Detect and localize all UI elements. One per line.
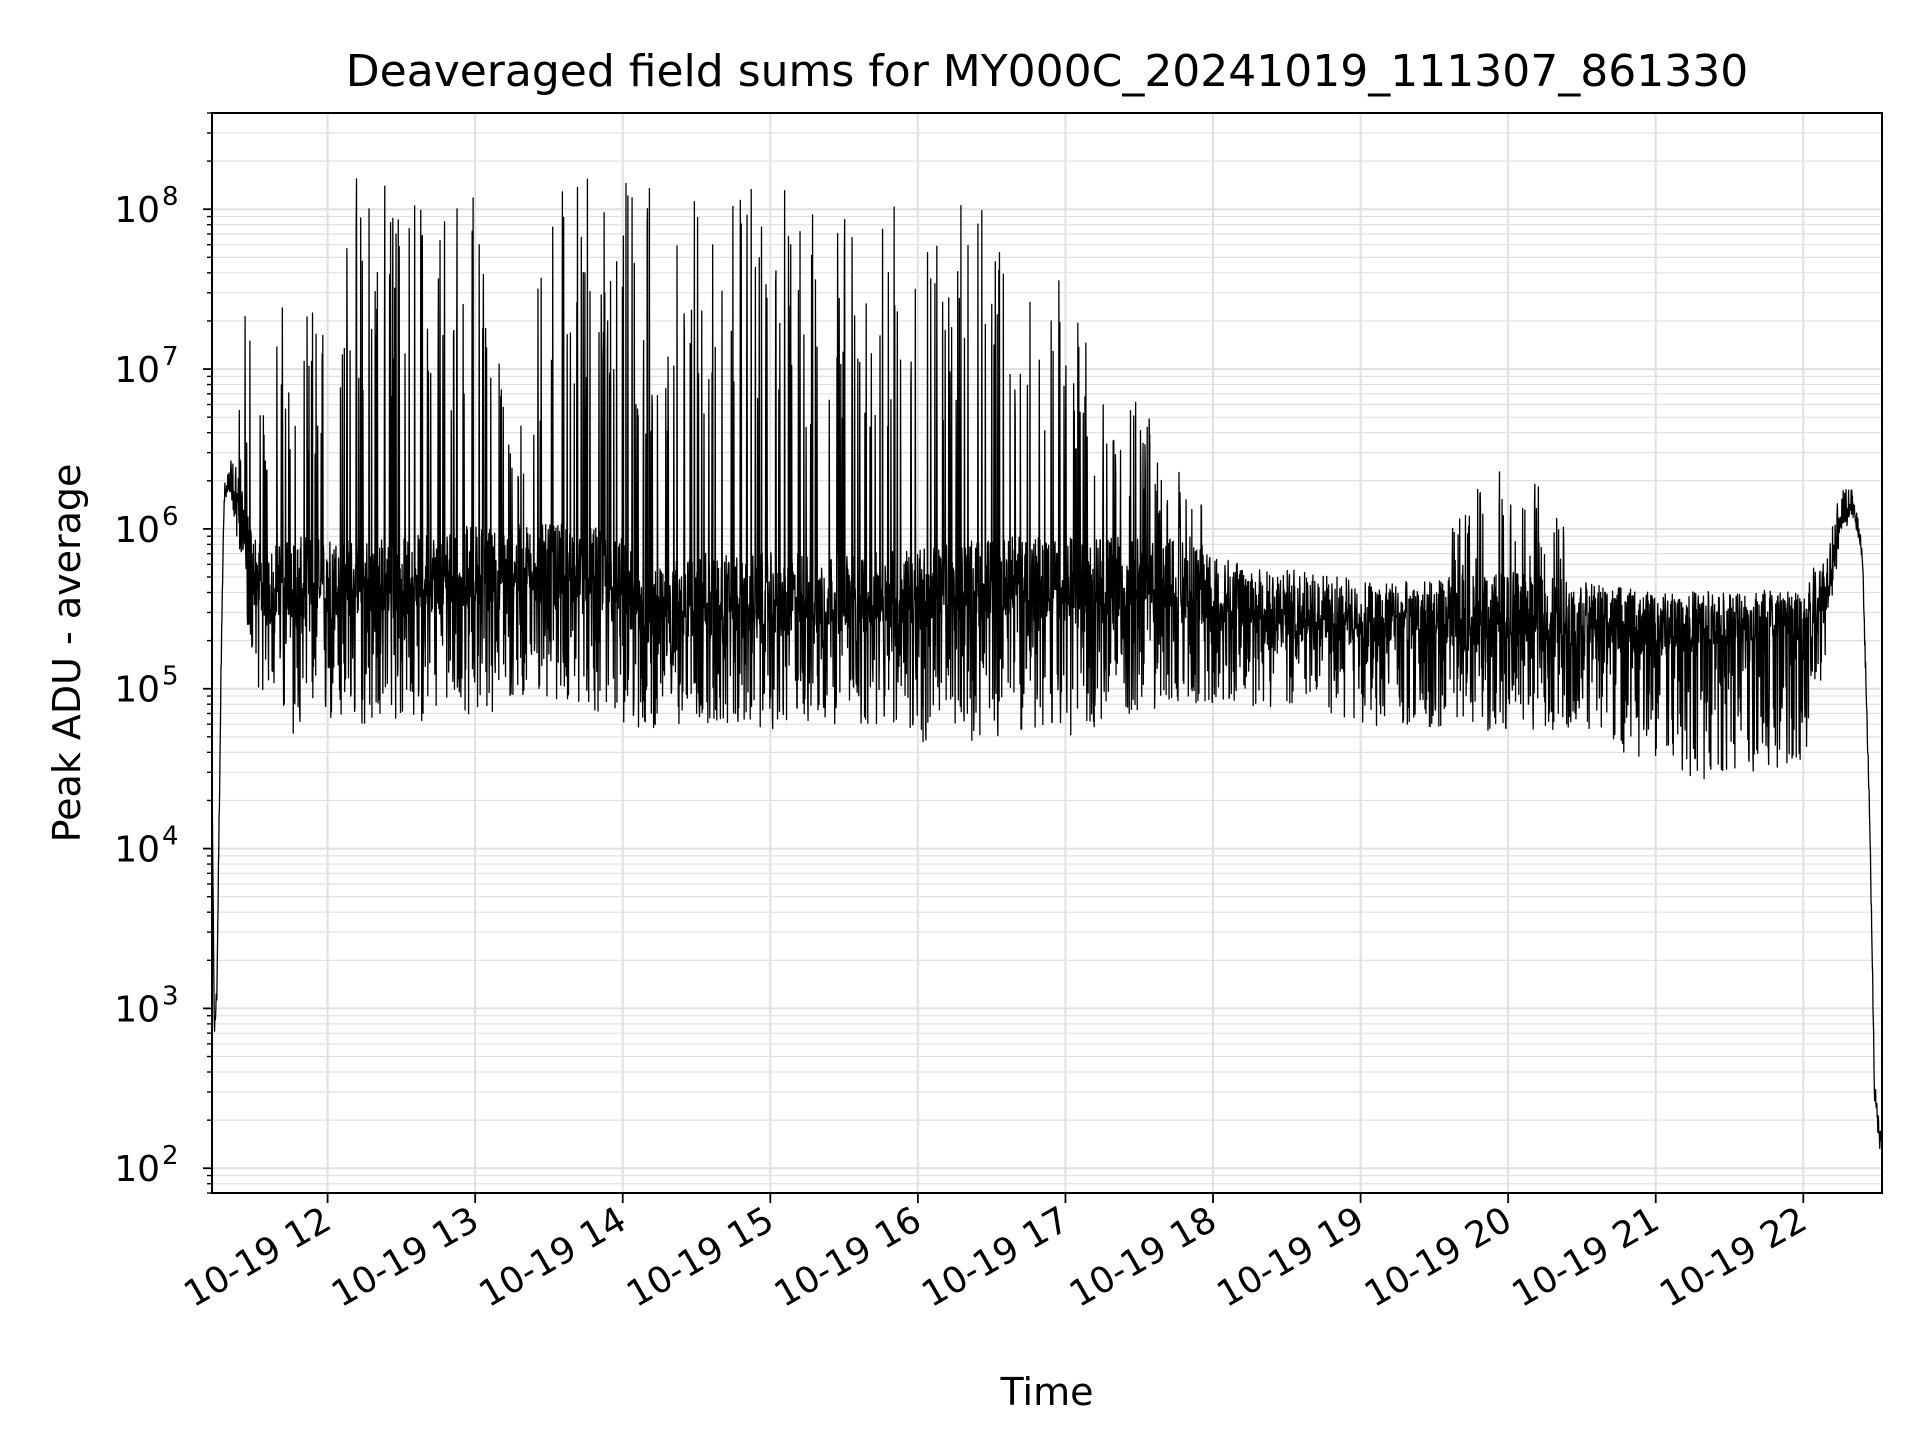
chart-title: Deaveraged field sums for MY000C_2024101… [346, 46, 1748, 97]
data-series [211, 178, 1883, 1149]
x-tick-label: 10-19 22 [1653, 1199, 1814, 1315]
y-tick-label: 10 [114, 1149, 160, 1190]
x-tick-label: 10-19 14 [473, 1199, 634, 1315]
x-tick-label: 10-19 19 [1210, 1199, 1371, 1315]
x-tick-label: 10-19 15 [620, 1199, 781, 1315]
x-tick-label: 10-19 16 [768, 1199, 929, 1315]
y-tick-exponent: 5 [162, 662, 179, 692]
y-tick-exponent: 6 [162, 502, 179, 532]
x-tick-label: 10-19 21 [1506, 1199, 1667, 1315]
x-tick-label: 10-19 20 [1358, 1199, 1519, 1315]
y-tick-label: 10 [114, 510, 160, 551]
y-tick-exponent: 4 [162, 822, 179, 852]
y-tick-label: 10 [114, 989, 160, 1030]
x-tick-label: 10-19 13 [325, 1199, 486, 1315]
y-tick-label: 10 [114, 190, 160, 231]
x-tick-label: 10-19 18 [1063, 1199, 1224, 1315]
y-tick-label: 10 [114, 350, 160, 391]
series-line [211, 178, 1883, 1149]
y-tick-label: 10 [114, 670, 160, 711]
x-tick-label: 10-19 17 [915, 1199, 1076, 1315]
grid-lines [212, 112, 1882, 1194]
y-axis-label: Peak ADU - average [45, 464, 89, 843]
y-tick-label: 10 [114, 830, 160, 871]
y-tick-exponent: 8 [162, 182, 179, 212]
x-axis-label: Time [1000, 1370, 1094, 1414]
y-tick-exponent: 2 [162, 1141, 179, 1171]
plot-frame [211, 112, 1883, 1194]
y-tick-exponent: 7 [162, 342, 179, 372]
x-tick-label: 10-19 12 [177, 1199, 338, 1315]
axes [203, 112, 1883, 1203]
y-tick-exponent: 3 [162, 981, 179, 1011]
